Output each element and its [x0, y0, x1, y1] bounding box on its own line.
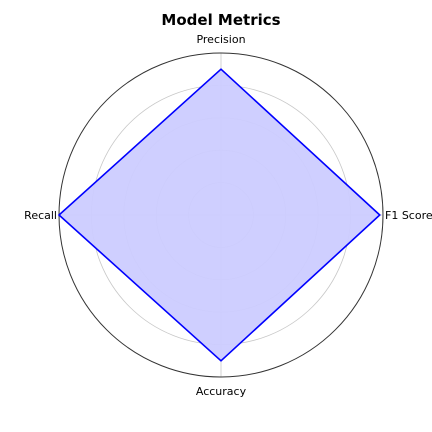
axis-label-precision: Precision [196, 33, 245, 46]
axis-label-f1-score: F1 Score [385, 209, 432, 222]
axis-labels: F1 Score Precision Recall Accuracy [24, 33, 432, 398]
series-line-1 [57, 68, 381, 362]
axis-label-accuracy: Accuracy [196, 385, 247, 398]
axis-label-recall: Recall [24, 209, 57, 222]
chart-title: Model Metrics [161, 11, 280, 29]
series-fill-1 [59, 69, 380, 361]
radar-series [57, 68, 381, 362]
